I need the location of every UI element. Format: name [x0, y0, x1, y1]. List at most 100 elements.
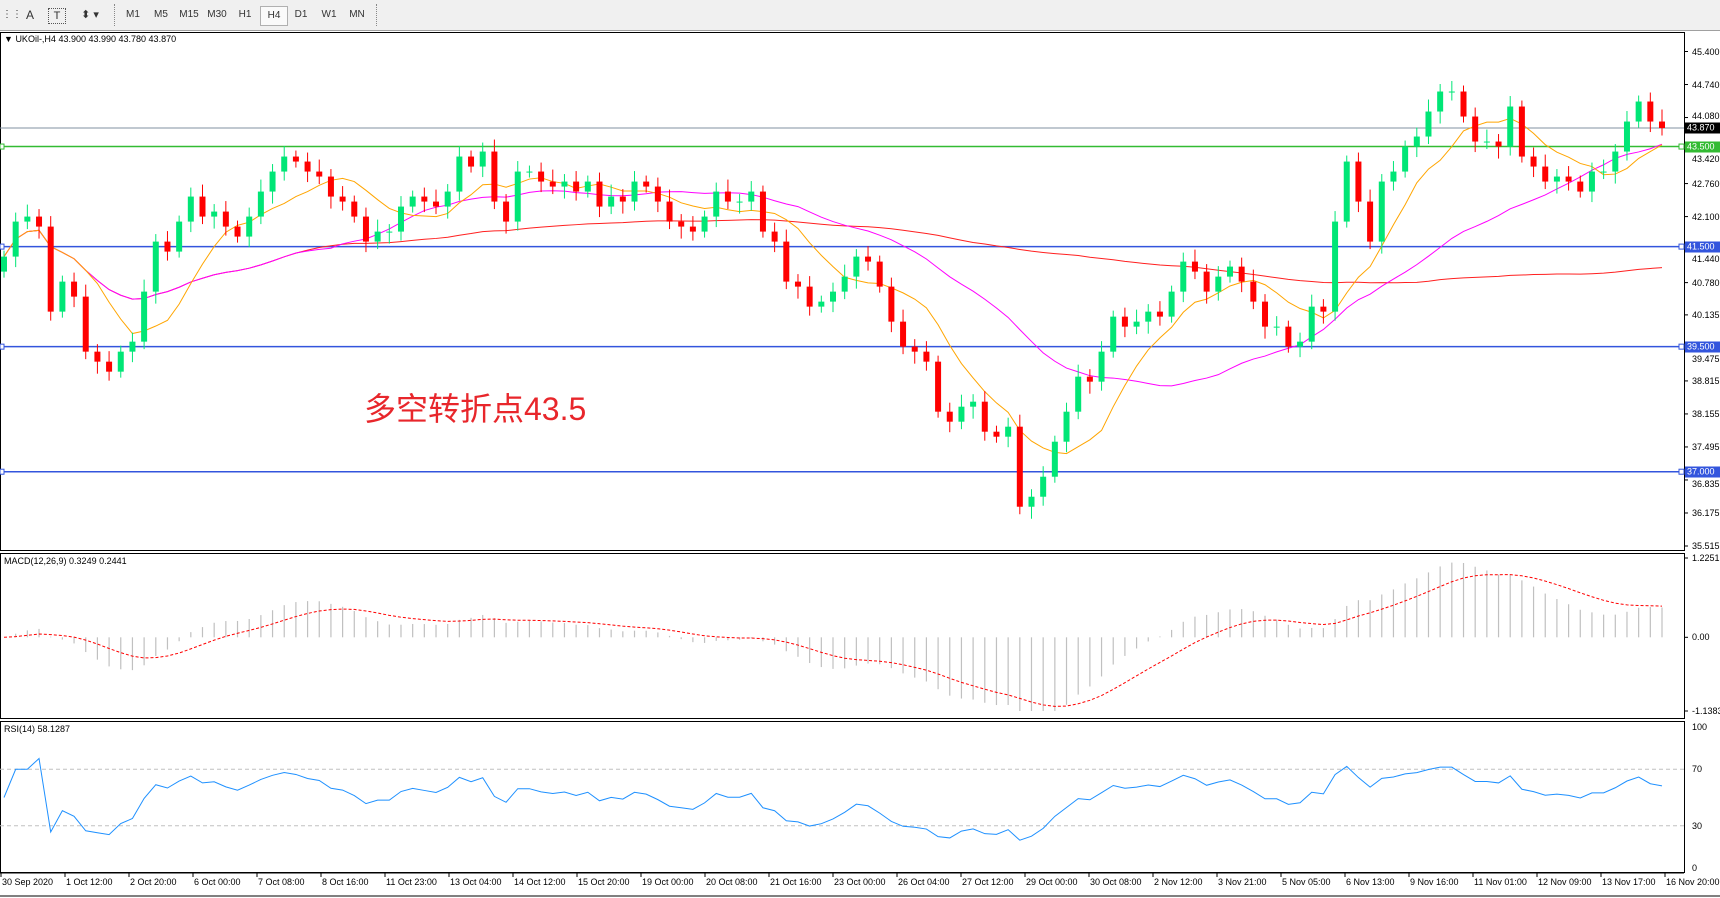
text-tool-icon[interactable]: A [25, 8, 34, 22]
ohlc-values: 43.900 43.990 43.780 43.870 [58, 34, 177, 44]
price-axis-label: 40.135 [1692, 309, 1720, 320]
pivot-annotation: 多空转折点43.5 [364, 391, 587, 427]
level-price-tag: 43.500 [1685, 141, 1720, 153]
bear-candle [643, 181, 650, 187]
bear-candle [1121, 316, 1128, 327]
bull-candle [1145, 311, 1152, 322]
price-axis-label: 39.475 [1692, 353, 1720, 364]
time-axis-label: 11 Nov 01:00 [1474, 877, 1527, 887]
bear-candle [596, 181, 603, 207]
bear-candle [1647, 101, 1654, 122]
bull-candle [1623, 121, 1630, 152]
level-handle [1678, 343, 1685, 350]
bear-candle [1250, 281, 1257, 302]
bull-candle [1215, 276, 1222, 292]
bear-candle [1262, 301, 1269, 327]
bear-candle [794, 281, 801, 287]
bull-candle [176, 221, 183, 252]
bull-candle [129, 341, 136, 352]
bull-candle [152, 241, 159, 292]
time-axis-label: 1 Oct 12:00 [66, 877, 113, 887]
bull-candle [1005, 426, 1012, 437]
bull-candle [409, 196, 416, 207]
bull-candle [1553, 176, 1560, 182]
bear-candle [1565, 176, 1572, 182]
timeframe-m1[interactable]: M1 [126, 9, 140, 20]
bull-candle [397, 206, 404, 232]
bull-candle [713, 191, 720, 217]
bear-candle [468, 156, 475, 167]
timeframe-m5[interactable]: M5 [154, 9, 168, 20]
bull-candle [1507, 106, 1514, 147]
timeframe-mn[interactable]: MN [349, 9, 365, 20]
bull-candle [1098, 351, 1105, 382]
bull-candle [1425, 111, 1432, 137]
bull-candle [958, 406, 965, 422]
bull-candle [1378, 181, 1385, 242]
time-axis-label: 11 Oct 23:00 [386, 877, 437, 887]
time-axis-label: 14 Oct 12:00 [514, 877, 566, 887]
chart-header: ▼ UKOil-,H4 43.900 43.990 43.780 43.870 [4, 34, 176, 44]
timeframe-h4[interactable]: H4 [260, 6, 288, 26]
bull-candle [631, 181, 638, 202]
macd-title: MACD(12,26,9) [4, 556, 67, 566]
time-axis-label: 6 Nov 13:00 [1346, 877, 1395, 887]
level-handle [0, 343, 5, 350]
bull-candle [1051, 441, 1058, 477]
price-axis-label: 44.740 [1692, 79, 1720, 90]
bear-candle [1367, 201, 1374, 242]
bear-candle [1320, 306, 1327, 312]
menu-grip-icon[interactable]: ⋮⋮ [2, 9, 22, 20]
bear-candle [549, 181, 556, 187]
bear-candle [759, 191, 766, 232]
timeframe-h1[interactable]: H1 [238, 9, 252, 20]
bull-candle [526, 171, 533, 173]
bear-candle [806, 286, 813, 307]
bear-candle [935, 361, 942, 412]
level-price-tag: 37.000 [1685, 466, 1720, 478]
bull-candle [1483, 141, 1490, 143]
bull-candle [456, 156, 463, 192]
rsi-axis-label: 70 [1692, 764, 1703, 775]
price-axis-label: 38.815 [1692, 375, 1720, 386]
time-axis-label: 13 Oct 04:00 [450, 877, 502, 887]
bear-candle [1542, 166, 1549, 182]
bear-candle [71, 281, 78, 297]
bear-candle [1495, 141, 1502, 147]
collapse-icon[interactable]: ▼ [4, 34, 13, 44]
bear-candle [876, 261, 883, 287]
bull-candle [1297, 341, 1304, 347]
bear-candle [1191, 261, 1198, 272]
timeframe-d1[interactable]: D1 [294, 9, 308, 20]
arrows-tool-icon[interactable]: ⬍ ▾ [81, 9, 99, 21]
bull-candle [1308, 306, 1315, 342]
price-axis-label: 35.515 [1692, 541, 1720, 551]
timeframe-w1[interactable]: W1 [321, 9, 337, 20]
time-axis-label: 7 Oct 08:00 [258, 877, 305, 887]
timeframe-m15[interactable]: M15 [179, 9, 199, 20]
ma-fast-line [3, 117, 1663, 455]
bull-candle [830, 291, 836, 302]
bear-candle [946, 411, 953, 422]
bear-candle [339, 196, 346, 202]
bull-candle [1273, 326, 1280, 328]
rsi-header: RSI(14) 58.1287 [4, 724, 70, 734]
bull-candle [386, 231, 393, 233]
level-handle [0, 468, 5, 475]
bear-candle [316, 171, 323, 177]
macd-panel [0, 553, 1685, 719]
level-handle [0, 143, 5, 150]
bear-candle [1086, 376, 1093, 382]
price-axis-label: 37.495 [1692, 441, 1720, 452]
bull-candle [608, 196, 615, 207]
text-label-tool-icon[interactable]: T [48, 8, 66, 24]
bear-candle [1285, 326, 1292, 347]
bear-candle [222, 211, 229, 227]
timeframe-m30[interactable]: M30 [207, 9, 227, 20]
bear-candle [1659, 121, 1665, 129]
bear-candle [292, 156, 299, 162]
time-axis-label: 21 Oct 16:00 [770, 877, 822, 887]
time-axis-label: 15 Oct 20:00 [578, 877, 630, 887]
bull-candle [281, 156, 288, 172]
